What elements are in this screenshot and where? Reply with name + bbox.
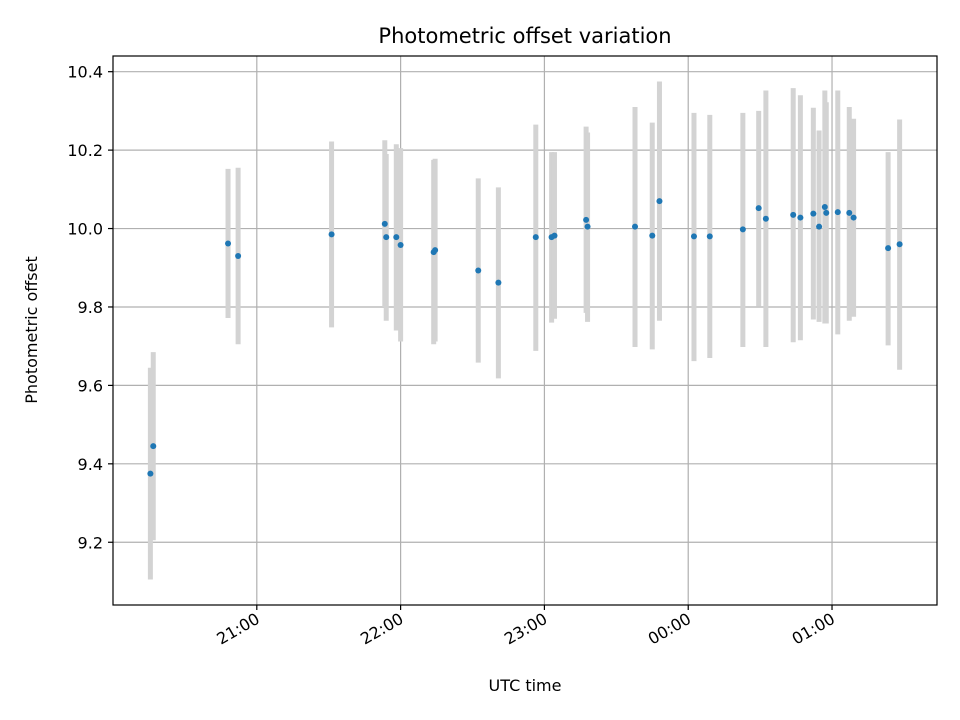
y-axis-label: Photometric offset [22,256,41,404]
data-point [690,233,697,240]
data-point [381,220,388,227]
grid [113,56,937,605]
y-tick-label: 9.8 [78,298,103,317]
data-point [656,198,663,205]
data-point [383,234,390,241]
data-point [823,209,830,216]
chart-title: Photometric offset variation [378,24,671,48]
data-point [816,223,823,230]
data-point [551,232,558,239]
data-point [475,267,482,274]
data-point [649,232,656,239]
y-tick-label: 9.2 [78,533,103,552]
data-point [235,252,242,259]
data-point [834,209,841,216]
x-tick-label: 01:00 [789,609,838,649]
data-point [790,211,797,218]
data-point [328,231,335,238]
error-bars [147,81,903,580]
data-point [739,226,746,233]
data-point [762,215,769,222]
data-point [821,203,828,210]
y-tick-label: 10.0 [67,220,103,239]
x-tick-label: 21:00 [213,609,262,649]
data-point [147,470,154,477]
data-point [432,247,439,254]
x-axis-label: UTC time [489,676,562,695]
x-tick-label: 23:00 [501,609,550,649]
y-tick-label: 9.6 [78,376,103,395]
data-point [885,245,892,252]
y-tick-label: 10.2 [67,141,103,160]
data-point [150,443,157,450]
y-tick-label: 9.4 [78,455,103,474]
data-point [397,242,404,249]
data-point [810,210,817,217]
data-point [850,214,857,221]
data-point [706,233,713,240]
plot-frame [112,55,938,606]
data-point [532,234,539,241]
data-point [896,241,903,248]
x-tick-label: 00:00 [645,609,694,649]
x-tick-label: 22:00 [357,609,406,649]
data-point [584,223,591,230]
data-points [147,198,903,477]
data-point [755,205,762,212]
data-point [495,279,502,286]
data-point [225,240,232,247]
y-tick-label: 10.4 [67,63,103,82]
data-point [846,209,853,216]
data-point [583,216,590,223]
data-point [393,234,400,241]
data-point [797,214,804,221]
data-point [632,223,639,230]
